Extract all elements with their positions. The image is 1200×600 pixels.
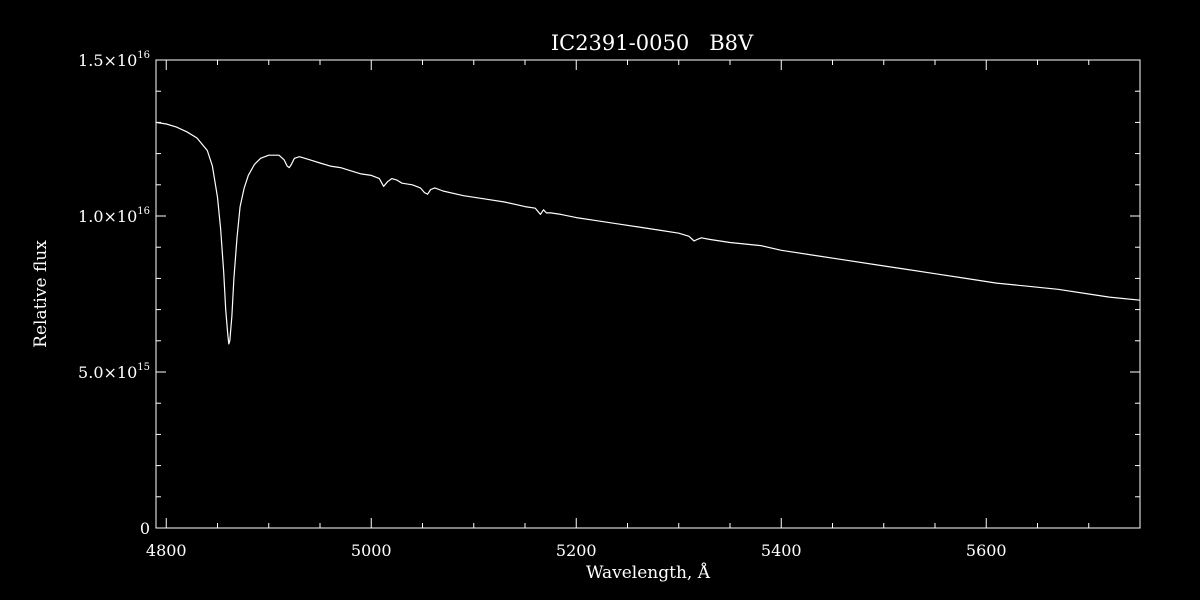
x-tick-label: 5200 bbox=[556, 541, 597, 560]
y-tick-labels: 0 5.0×1015 1.0×1016 1.5×1016 bbox=[78, 50, 150, 538]
y-axis-label: Relative flux bbox=[31, 240, 51, 348]
y-tick-label: 1.0×1016 bbox=[78, 206, 150, 226]
x-tick-label: 4800 bbox=[146, 541, 187, 560]
plot-frame bbox=[155, 59, 1141, 529]
tick-marks bbox=[156, 59, 1141, 529]
x-tick-label: 5600 bbox=[966, 541, 1007, 560]
spectrum-line bbox=[155, 121, 1141, 345]
x-tick-label: 5400 bbox=[761, 541, 802, 560]
y-tick-label: 0 bbox=[140, 519, 150, 538]
y-tick-label: 1.5×1016 bbox=[78, 50, 150, 70]
x-axis-label: Wavelength, Å bbox=[586, 562, 711, 583]
x-tick-label: 5000 bbox=[351, 541, 392, 560]
chart-title: IC2391-0050 B8V bbox=[551, 31, 754, 55]
y-tick-label: 5.0×1015 bbox=[78, 362, 150, 382]
x-tick-labels: 4800 5000 5200 5400 5600 bbox=[146, 541, 1007, 560]
